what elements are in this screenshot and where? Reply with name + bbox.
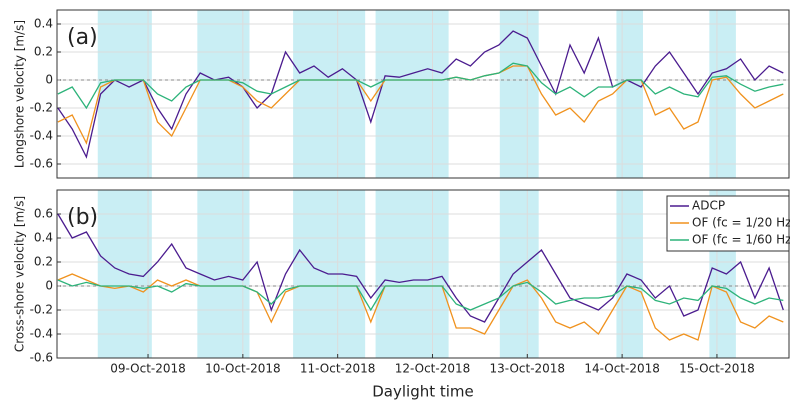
night-shade [97,10,152,178]
night-shade [197,10,250,178]
x-tick-label: 12-Oct-2018 [395,362,471,376]
y-axis-label: Longshore velocity [m/s] [13,20,27,168]
x-tick-label: 11-Oct-2018 [300,362,376,376]
plot-frame [56,189,790,359]
y-tick-label: 0 [45,73,53,87]
y-tick-label: -0.2 [30,303,53,317]
series-line [57,62,784,110]
y-tick-label: 0.2 [34,255,53,269]
y-tick-label: 0.4 [34,231,53,245]
series-group [57,213,784,341]
legend-label: OF (fc = 1/60 Hz) [692,233,790,247]
y-tick-label: 0.2 [34,45,53,59]
legend-label: ADCP [692,199,725,213]
y-tick-label: -0.2 [30,101,53,115]
night-shade [375,190,449,358]
series-line [57,213,784,323]
night-shade [616,190,643,358]
x-tick-label: 10-Oct-2018 [205,362,281,376]
y-tick-label: 0 [45,279,53,293]
night-shade [709,10,736,178]
night-shade [616,10,643,178]
night-shade [293,10,366,178]
y-tick-label: -0.4 [30,327,53,341]
series-line [57,279,784,312]
night-shade [97,190,152,358]
x-tick-label: 13-Oct-2018 [490,362,566,376]
night-shade [375,10,449,178]
legend-label: OF (fc = 1/20 Hz) [692,216,790,230]
panel-label: (b) [67,205,98,230]
night-shade [197,190,250,358]
night-shade [499,10,539,178]
series-line [57,30,784,159]
series-group [57,30,784,159]
y-tick-label: 0.6 [34,207,53,221]
x-tick-label: 09-Oct-2018 [110,362,186,376]
x-tick-label: 14-Oct-2018 [584,362,660,376]
x-axis-label: Daylight time [372,383,474,401]
night-shade [499,190,539,358]
y-tick-label: -0.6 [30,351,53,365]
x-tick-label: 15-Oct-2018 [679,362,755,376]
y-tick-label: 0.4 [34,17,53,31]
plot-frame [56,9,790,179]
panel-label: (a) [67,25,98,50]
y-axis-label: Cross-shore velocity [m/s] [13,196,27,352]
y-tick-label: -0.4 [30,129,53,143]
y-tick-label: -0.6 [30,157,53,171]
